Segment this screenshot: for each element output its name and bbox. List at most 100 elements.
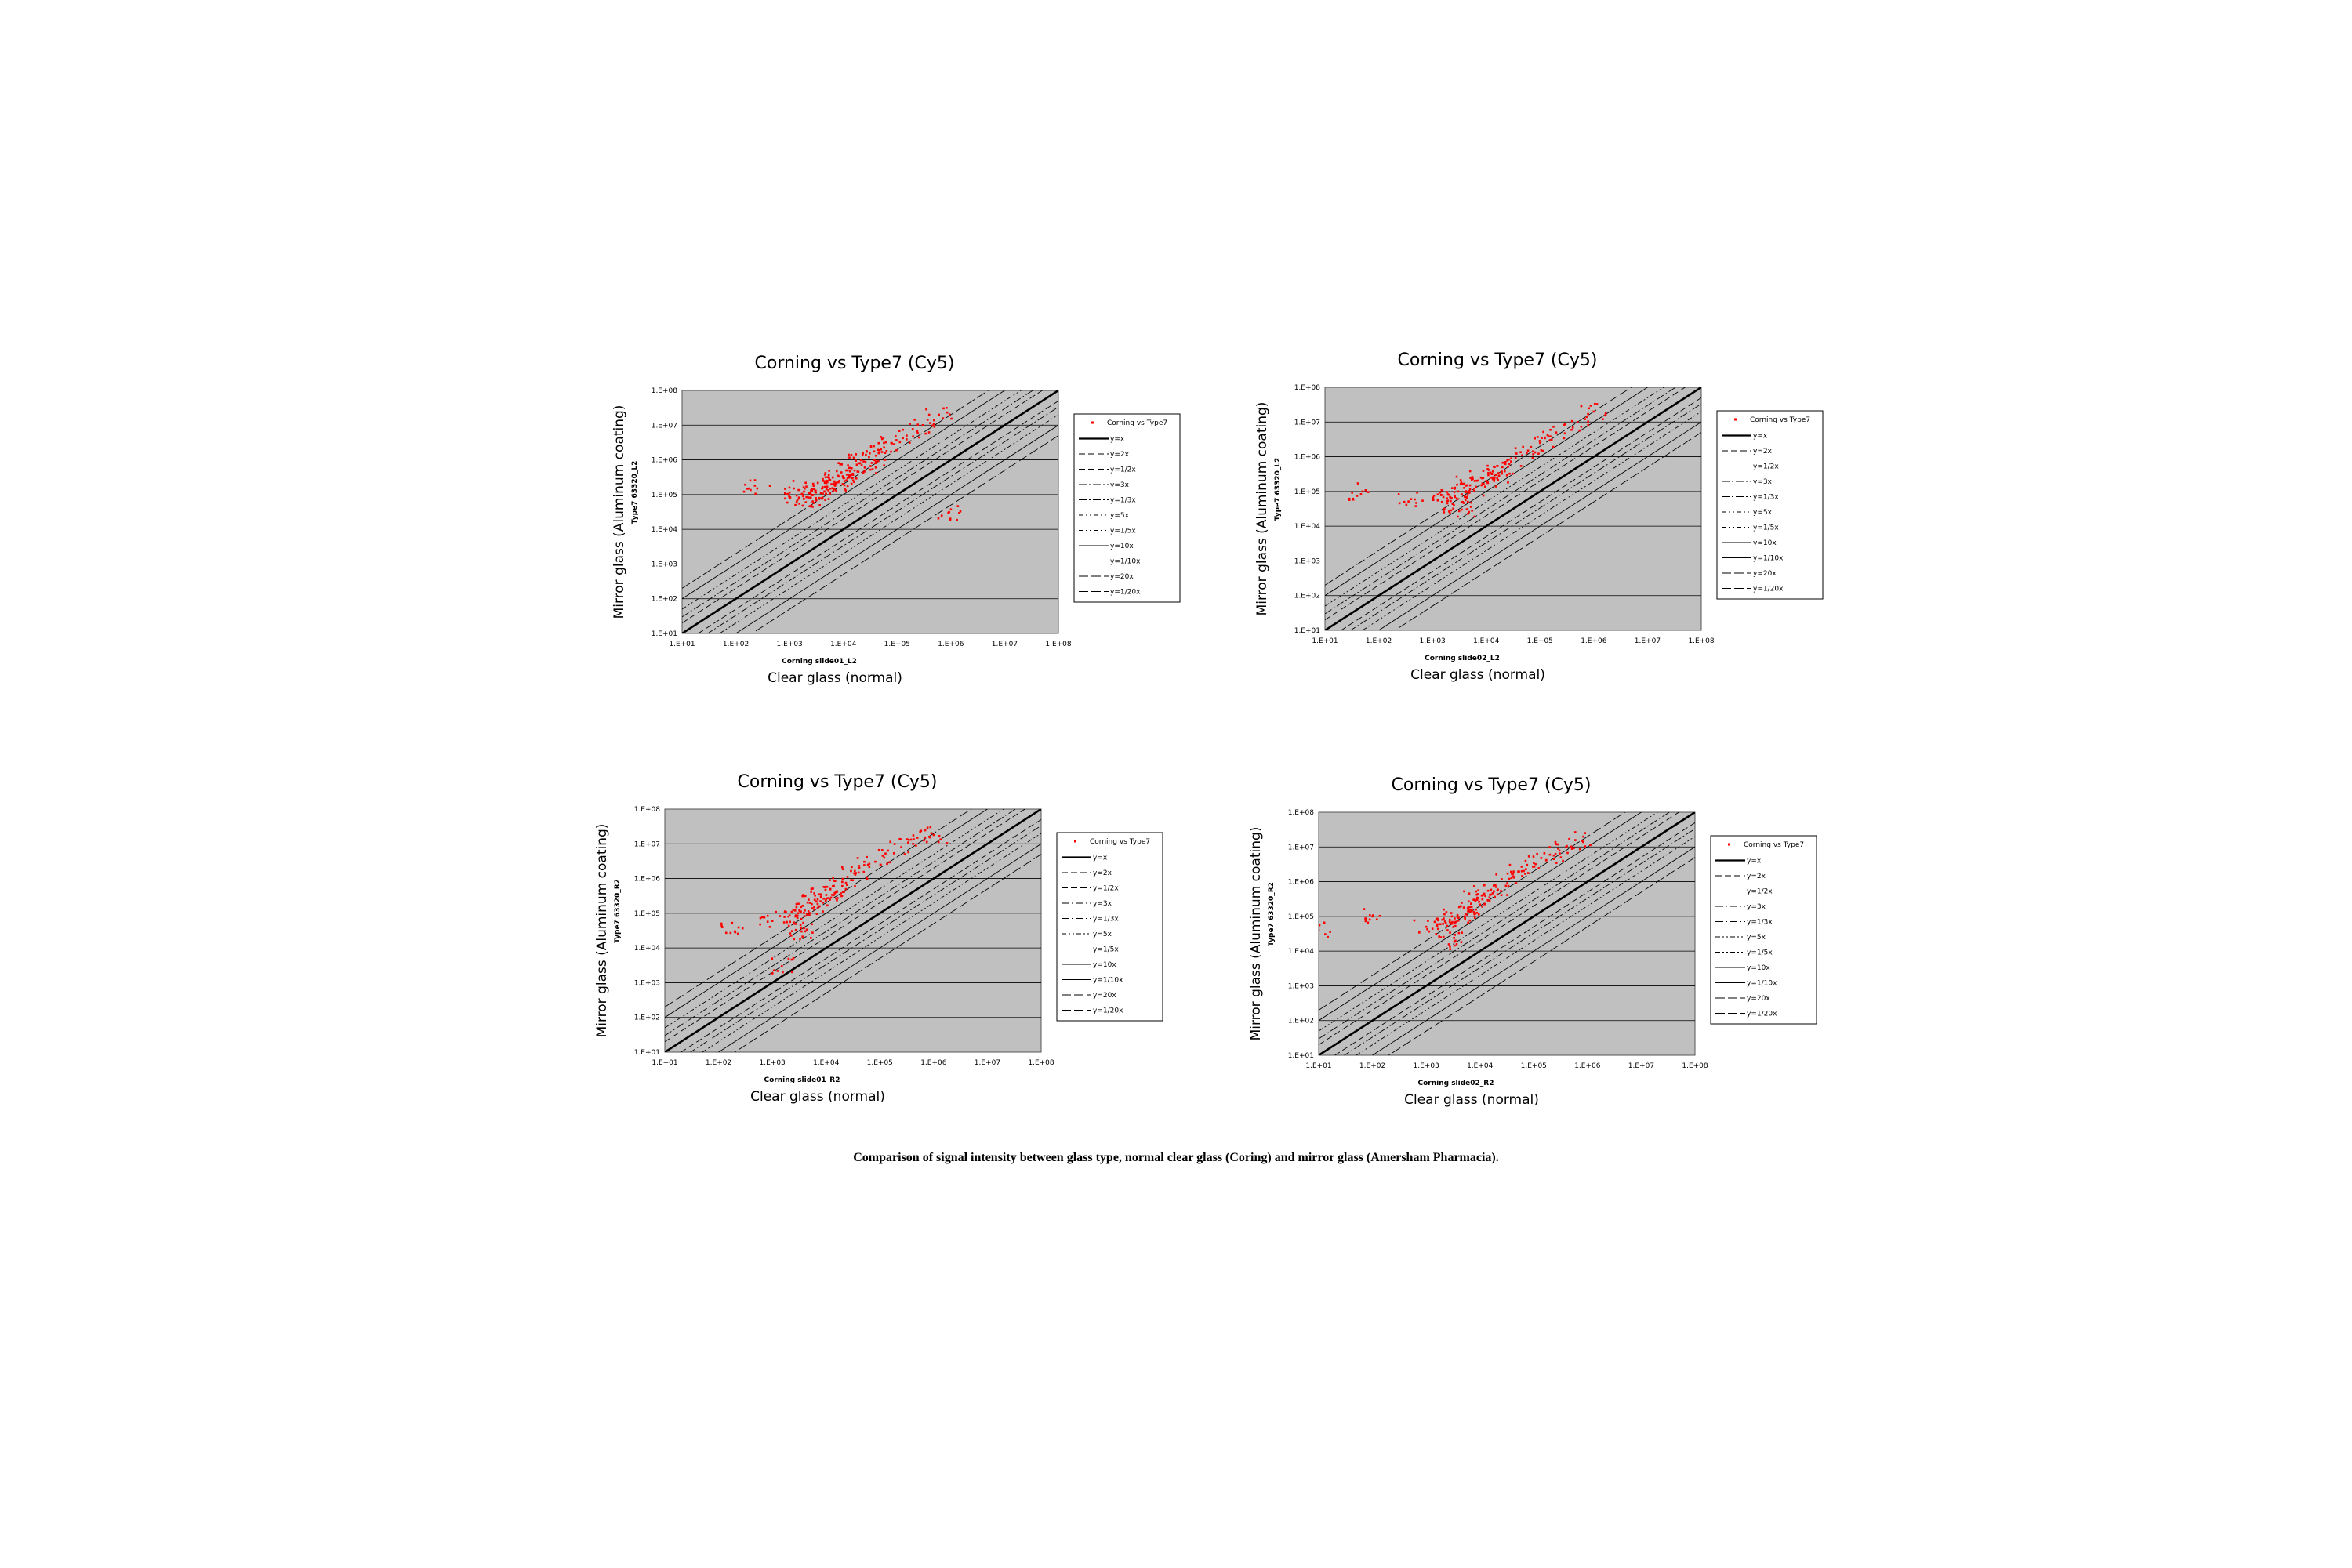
legend-label: y=1/5x [1110, 528, 1136, 535]
data-point [1479, 903, 1482, 906]
data-point [882, 437, 885, 439]
data-point [924, 829, 927, 832]
data-point [822, 492, 824, 495]
data-point [1510, 457, 1512, 459]
data-point [852, 456, 855, 459]
data-point [822, 885, 826, 888]
legend: Corning vs Type7 y=x y=2x y=1/2x y=3x y=1/3x y… [1056, 832, 1163, 1022]
data-point [1563, 432, 1566, 435]
data-point [798, 909, 801, 912]
data-point [806, 901, 809, 904]
data-point [895, 435, 897, 437]
legend-label: y=1/3x [1110, 497, 1136, 505]
data-point [803, 498, 805, 500]
data-point [1503, 470, 1506, 473]
data-point [1469, 909, 1472, 911]
data-point [793, 922, 795, 925]
data-point [892, 852, 895, 855]
data-point [856, 470, 859, 473]
data-point [775, 910, 777, 913]
legend-label: y=20x [1747, 995, 1770, 1003]
data-point [1468, 484, 1472, 487]
data-point [1543, 852, 1546, 855]
data-point [818, 905, 821, 908]
x-tick-label: 1.E+03 [1414, 1062, 1439, 1070]
data-point [823, 480, 826, 483]
legend-label: y=1/10x [1093, 977, 1123, 985]
data-point [1447, 943, 1450, 946]
data-point [1467, 921, 1469, 924]
data-point [1486, 481, 1490, 485]
data-point [1496, 477, 1498, 480]
data-point [912, 435, 914, 438]
data-point [1492, 466, 1495, 468]
ref-line-y-5x [1319, 812, 1658, 1032]
data-point [1410, 498, 1413, 500]
legend-label: y=2x [1110, 451, 1130, 459]
data-point [1563, 423, 1566, 426]
data-point [829, 896, 833, 899]
data-point [1375, 918, 1378, 920]
data-point [1460, 941, 1463, 943]
data-point [880, 863, 882, 866]
data-point [787, 915, 790, 918]
data-point [824, 481, 826, 485]
data-point [1533, 866, 1536, 868]
data-point [1486, 468, 1489, 470]
data-point [900, 846, 902, 848]
data-point [845, 469, 848, 472]
data-point [826, 485, 829, 488]
data-point [790, 958, 793, 961]
data-point [815, 489, 817, 492]
data-point [851, 473, 854, 476]
data-point [873, 445, 875, 448]
data-point [877, 459, 880, 463]
data-point [841, 868, 844, 871]
data-point [1461, 931, 1463, 934]
data-point [851, 477, 854, 480]
data-point [815, 900, 818, 903]
data-point [880, 437, 884, 441]
data-point [1466, 494, 1469, 496]
data-point [835, 470, 838, 473]
data-point [1469, 910, 1472, 913]
data-point [841, 475, 844, 477]
data-point [925, 840, 928, 844]
data-point [1435, 933, 1438, 935]
data-point [1414, 505, 1417, 507]
data-point [1461, 493, 1463, 495]
data-point [810, 493, 812, 496]
data-point [1532, 855, 1535, 858]
data-point [844, 887, 848, 891]
data-point [1512, 876, 1515, 879]
data-point [1475, 485, 1477, 488]
data-point [1481, 477, 1484, 479]
data-point [1501, 470, 1503, 473]
data-point [829, 488, 832, 490]
legend-label: y=5x [1093, 931, 1112, 938]
data-point [1443, 511, 1446, 514]
data-point [863, 466, 866, 469]
data-point [789, 496, 792, 499]
data-point [1549, 428, 1552, 431]
data-point [858, 866, 861, 869]
data-point [1508, 877, 1511, 880]
data-point [789, 932, 792, 935]
data-point [1469, 477, 1472, 480]
data-point [742, 490, 746, 493]
data-point [1450, 499, 1452, 503]
data-point [1522, 445, 1524, 448]
data-point [1581, 840, 1584, 844]
data-point [1467, 500, 1469, 503]
data-point [1557, 847, 1559, 850]
legend-label: y=20x [1753, 570, 1777, 578]
data-point [880, 451, 884, 453]
data-point [1446, 491, 1449, 493]
data-point [1482, 494, 1485, 497]
data-point [1361, 490, 1364, 493]
data-point [1455, 942, 1458, 946]
data-point [812, 485, 815, 487]
data-point [916, 432, 919, 434]
data-point [818, 496, 820, 499]
data-point [824, 485, 826, 488]
